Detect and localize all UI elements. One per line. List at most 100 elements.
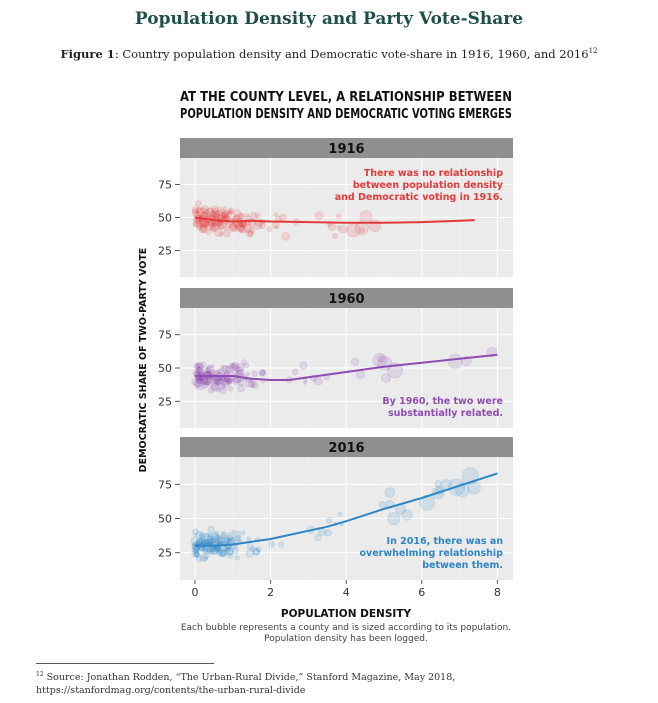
- data-point: [203, 378, 212, 387]
- data-point: [209, 222, 218, 232]
- data-point: [380, 373, 391, 384]
- data-point: [211, 546, 220, 555]
- data-point: [198, 531, 206, 539]
- data-point: [229, 223, 238, 232]
- figure-label: Figure 1: [60, 47, 115, 61]
- data-point: [217, 548, 227, 557]
- data-point: [192, 221, 199, 228]
- data-point: [207, 220, 213, 226]
- data-point: [213, 534, 223, 544]
- data-point: [195, 220, 204, 229]
- data-point: [221, 210, 229, 218]
- data-point: [197, 383, 206, 391]
- data-point: [235, 223, 245, 233]
- data-point: [235, 366, 241, 373]
- data-point: [197, 364, 202, 369]
- data-point: [387, 512, 401, 526]
- chart-title-line: AT THE COUNTY LEVEL, A RELATIONSHIP BETW…: [180, 89, 512, 105]
- data-point: [205, 207, 215, 217]
- data-point: [260, 369, 267, 376]
- data-point: [205, 229, 212, 236]
- data-point: [203, 208, 210, 215]
- data-point: [206, 364, 212, 369]
- data-point: [206, 535, 213, 542]
- data-point: [215, 379, 221, 386]
- data-point: [317, 528, 326, 537]
- data-point: [210, 531, 219, 540]
- data-point: [274, 225, 279, 230]
- data-point: [224, 222, 232, 229]
- data-point: [231, 361, 239, 370]
- data-point: [204, 212, 211, 219]
- data-point: [325, 517, 333, 524]
- data-point: [245, 229, 254, 238]
- data-point: [223, 212, 228, 217]
- data-point: [202, 377, 209, 385]
- data-point: [237, 212, 245, 220]
- data-point: [206, 365, 215, 373]
- data-point: [222, 229, 231, 238]
- panel-header-bar: [180, 138, 513, 158]
- data-point: [217, 547, 223, 554]
- data-point: [346, 223, 361, 238]
- data-point: [217, 223, 225, 231]
- data-point: [205, 220, 210, 226]
- data-point: [235, 222, 245, 232]
- data-point: [219, 377, 228, 386]
- data-point: [205, 380, 211, 386]
- data-point: [324, 528, 332, 537]
- data-point: [197, 377, 205, 385]
- data-point: [222, 545, 229, 552]
- data-point: [214, 546, 221, 553]
- data-point: [201, 211, 206, 216]
- data-point: [245, 549, 255, 558]
- panel-annotation-line: between population density: [353, 180, 504, 191]
- data-point: [237, 384, 246, 393]
- data-point: [202, 210, 209, 217]
- data-point: [205, 367, 212, 374]
- data-point: [209, 535, 216, 541]
- data-point: [338, 224, 348, 234]
- data-point: [207, 386, 215, 394]
- data-point: [266, 226, 273, 233]
- data-point: [221, 549, 228, 556]
- data-point: [303, 380, 308, 385]
- data-point: [219, 386, 228, 395]
- footnote: 12 Source: Jonathan Rodden, “The Urban-R…: [36, 668, 636, 697]
- trend-line: [194, 216, 475, 224]
- data-point: [249, 211, 258, 220]
- data-point: [199, 553, 209, 563]
- data-point: [195, 366, 203, 374]
- data-point: [214, 377, 222, 385]
- data-point: [196, 225, 202, 231]
- data-point: [213, 228, 223, 238]
- panel-annotation-line: In 2016, there was an: [387, 536, 504, 547]
- data-point: [203, 220, 210, 227]
- data-point: [254, 212, 261, 219]
- data-point: [350, 357, 360, 367]
- data-point: [234, 530, 242, 538]
- data-point: [231, 377, 240, 386]
- data-point: [217, 382, 226, 391]
- data-point: [208, 221, 214, 228]
- data-point: [337, 511, 343, 517]
- data-point: [237, 224, 246, 233]
- data-point: [197, 212, 203, 217]
- data-point: [193, 550, 201, 558]
- data-point: [235, 536, 241, 542]
- data-point: [218, 211, 226, 220]
- data-point: [277, 541, 285, 548]
- data-point: [355, 370, 366, 380]
- data-point: [191, 377, 200, 386]
- y-tick-label: 25: [158, 245, 172, 258]
- data-point: [259, 369, 266, 376]
- data-point: [203, 532, 210, 539]
- data-point: [226, 378, 232, 384]
- data-point: [211, 381, 218, 387]
- y-tick-label: 75: [158, 178, 172, 191]
- data-point: [249, 545, 256, 552]
- data-point: [196, 367, 202, 372]
- data-point: [195, 362, 204, 371]
- data-point: [194, 384, 200, 390]
- data-point: [214, 530, 220, 536]
